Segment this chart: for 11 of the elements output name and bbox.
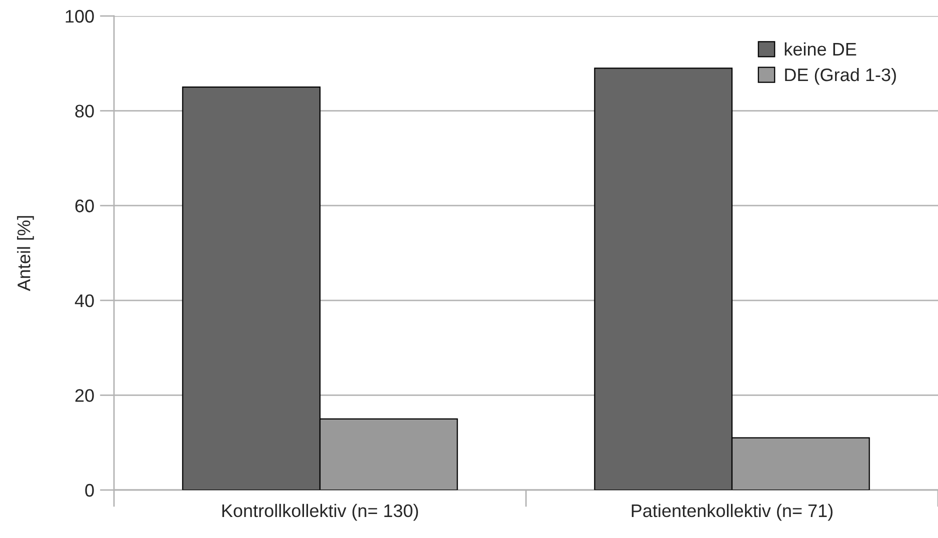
y-tick-label: 80 [75, 104, 94, 118]
legend-label: DE (Grad 1-3) [785, 68, 896, 85]
x-tick-label: Kontrollkollektiv (n= 130) [222, 504, 418, 521]
y-tick-label: 0 [85, 484, 94, 497]
y-tick-label: 20 [75, 389, 94, 402]
x-tick-label: Patientenkollektiv (n= 71) [632, 504, 833, 521]
y-tick-label: 40 [74, 294, 94, 308]
y-axis-title: Anteil [%] [17, 216, 34, 292]
y-tick-label: 60 [75, 200, 94, 212]
y-tick-label: 100 [66, 10, 94, 23]
legend-label: keine DE [784, 42, 856, 56]
